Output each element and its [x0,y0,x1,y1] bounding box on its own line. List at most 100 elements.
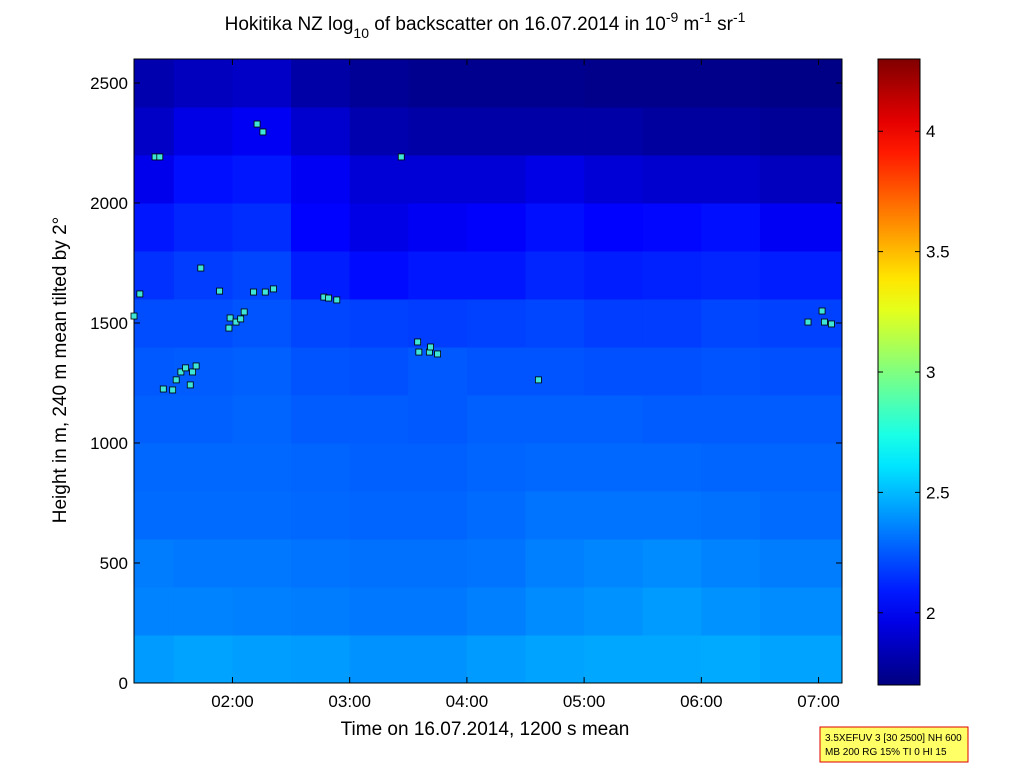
heat-cell [759,251,843,300]
heat-cell [349,443,409,492]
cloud-base-point [177,368,185,376]
heat-cell [173,395,233,444]
heat-cell [349,347,409,396]
heat-cell [642,251,702,300]
cloud-base-point [237,315,245,323]
heat-cell [408,587,468,636]
cloud-base-point [189,368,197,376]
cloud-base-point [434,350,441,358]
cloud-base-point [804,318,812,326]
cloud-base-point [240,308,248,316]
x-tick-label: 04:00 [446,692,489,711]
x-tick-label: 06:00 [680,692,723,711]
colorbar-tick-label: 2 [926,604,935,623]
heat-cell [173,251,233,300]
heat-cell [525,395,585,444]
heat-cell [584,635,644,684]
cloud-base-point [270,285,277,293]
heat-cell [466,587,527,636]
cloud-base-point [261,288,269,296]
heat-cell [349,107,409,156]
heat-cell [173,203,233,252]
heat-cell [134,587,175,636]
heat-cell [642,59,702,108]
heat-cell [759,491,843,540]
heat-cell [134,155,175,204]
title-part: of backscatter on 16.07.2014 in 10 [369,14,666,35]
heat-cell [408,443,468,492]
heat-cell [701,395,761,444]
heat-cell [134,635,175,684]
heat-cell [525,107,585,156]
heat-cell [701,539,761,588]
annotation: 3.5XEFUV 3 [30 2500] NH 600 [825,733,962,744]
heat-cell [408,491,468,540]
heat-cell [291,59,351,108]
heat-cell [642,299,702,348]
cloud-base-point [415,348,423,356]
y-tick-label: 1000 [90,434,128,453]
heat-cell [232,491,292,540]
heat-cell [759,59,843,108]
heat-cell [349,299,409,348]
heat-cell [525,635,585,684]
heat-cell [349,539,409,588]
heat-cell [525,587,585,636]
cloud-base-point [250,288,257,296]
heat-cell [291,347,351,396]
cloud-base-point [156,153,164,161]
heat-cell [466,299,527,348]
cloud-base-point [186,381,194,389]
heat-cell [134,203,175,252]
heat-cell [349,251,409,300]
heat-cell [759,107,843,156]
heat-cell [701,587,761,636]
heat-cell [408,107,468,156]
heat-cell [584,299,644,348]
heat-cell [291,395,351,444]
x-tick-label: 02:00 [211,692,254,711]
heat-cell [642,107,702,156]
heat-cell [408,539,468,588]
heat-cell [232,299,292,348]
cloud-base-point [216,287,223,295]
heat-cell [525,443,585,492]
heat-cell [134,107,175,156]
heat-cell [134,443,175,492]
cloud-base-point [136,290,144,298]
x-axis-label: Time on 16.07.2014, 1200 s mean [341,719,630,740]
colorbar-tick-label: 2.5 [926,483,950,502]
heat-cell [642,539,702,588]
heat-cell [584,539,644,588]
cloud-base-point [159,385,167,393]
heat-cell [701,635,761,684]
heat-cell [349,491,409,540]
x-tick-label: 07:00 [797,692,840,711]
heat-cell [642,155,702,204]
heat-cell [134,395,175,444]
heat-cell [701,443,761,492]
heat-cell [584,443,644,492]
x-tick-label: 03:00 [328,692,371,711]
heat-cell [584,107,644,156]
heat-cell [759,635,843,684]
heatmap [134,59,843,684]
cloud-base-point [828,320,835,328]
title-part: sr [712,14,734,35]
heat-cell [466,491,527,540]
heat-cell [232,587,292,636]
heat-cell [642,635,702,684]
heat-cell [291,107,351,156]
heat-cell [291,491,351,540]
heat-cell [349,635,409,684]
heat-cell [232,395,292,444]
heat-cell [466,395,527,444]
heat-cell [291,539,351,588]
heat-cell [584,251,644,300]
heat-cell [525,299,585,348]
heat-cell [466,59,527,108]
colorbar-tick-label: 3.5 [926,243,950,262]
heat-cell [232,203,292,252]
heat-cell [291,635,351,684]
